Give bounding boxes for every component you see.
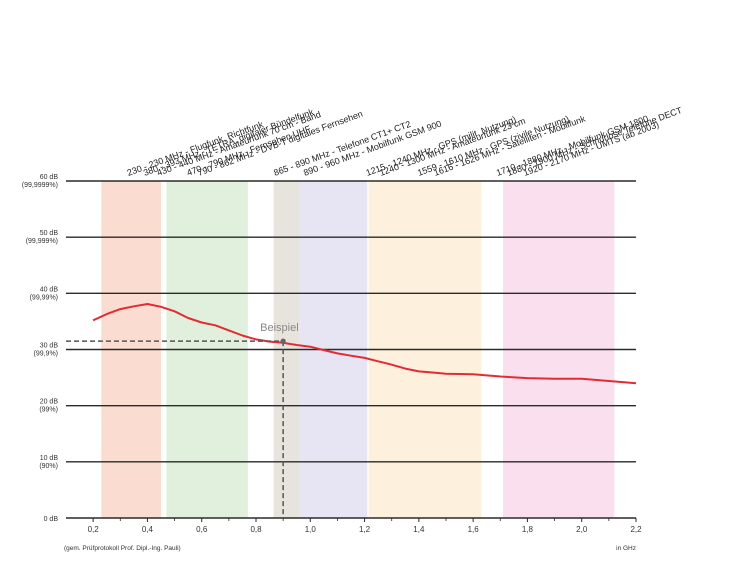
y-tick-label-db: 10 dB: [40, 455, 59, 462]
y-tick-label-db: 20 dB: [40, 399, 59, 406]
example-point: [280, 338, 286, 344]
y-tick-label-percent: (99,9999%): [22, 182, 58, 189]
gridlines: [66, 180, 636, 463]
y-tick-label-percent: (99,99%): [30, 294, 58, 301]
y-tick-label-db: 0 dB: [44, 516, 59, 523]
y-tick-label-percent: (90%): [39, 463, 58, 470]
x-tick-label: 1,0: [305, 525, 317, 534]
y-tick-label-db: 50 dB: [40, 230, 59, 237]
x-axis: 0,2 0,4 0,6 0,8 1,0 1,2 1,4 1,6 1,8 2,0 2,2: [66, 517, 642, 534]
x-axis-label: in GHz: [616, 545, 636, 552]
y-tick-label-db: 60 dB: [40, 174, 59, 181]
y-axis: 0 dB 10 dB(90%) 20 dB(99%) 30 dB(99,9%) 40 d…: [22, 174, 59, 523]
y-tick-label-db: 30 dB: [40, 343, 59, 350]
x-tick-label: 0,8: [250, 525, 262, 534]
series: [92, 303, 637, 385]
example-annotation: Beispiel: [66, 322, 299, 518]
y-tick-label-percent: (99%): [39, 407, 58, 414]
x-tick-label: 0,2: [88, 525, 100, 534]
x-tick-label: 1,8: [522, 525, 534, 534]
x-tick-label: 0,6: [196, 525, 208, 534]
x-tick-label: 1,2: [359, 525, 371, 534]
x-tick-label: 2,0: [576, 525, 588, 534]
x-tick-label: 0,4: [142, 525, 154, 534]
y-tick-label-db: 40 dB: [40, 286, 59, 293]
y-tick-label-percent: (99,9%): [33, 351, 58, 358]
series-line: [92, 303, 637, 385]
example-label: Beispiel: [260, 322, 299, 334]
footnote: (gem. Prüfprotokoll Prof. Dipl.-Ing. Pau…: [64, 545, 181, 552]
x-tick-label: 2,2: [630, 525, 642, 534]
y-tick-label-percent: (99,999%): [26, 238, 58, 245]
x-tick-label: 1,4: [413, 525, 425, 534]
x-tick-label: 1,6: [468, 525, 480, 534]
